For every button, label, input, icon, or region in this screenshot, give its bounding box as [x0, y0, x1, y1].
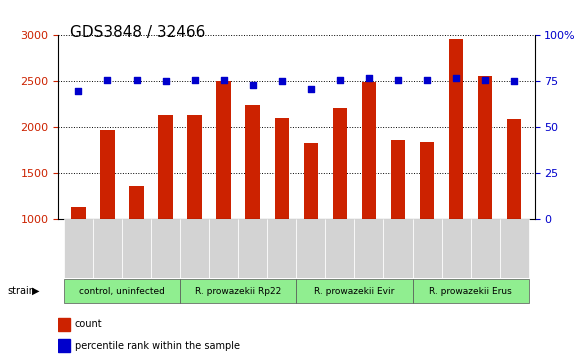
Point: [277, 79, 286, 84]
FancyBboxPatch shape: [325, 219, 354, 278]
Point: [248, 82, 257, 88]
FancyBboxPatch shape: [267, 219, 296, 278]
FancyBboxPatch shape: [238, 219, 267, 278]
FancyBboxPatch shape: [442, 219, 471, 278]
FancyBboxPatch shape: [151, 219, 180, 278]
Point: [480, 77, 490, 82]
Bar: [275, 118, 289, 219]
Point: [161, 79, 170, 84]
Point: [190, 77, 199, 82]
FancyBboxPatch shape: [296, 279, 413, 303]
Bar: [391, 140, 406, 219]
Bar: [130, 186, 144, 219]
Bar: [361, 82, 376, 219]
Bar: [449, 39, 464, 219]
FancyBboxPatch shape: [180, 219, 209, 278]
Text: R. prowazekii Rp22: R. prowazekii Rp22: [195, 287, 281, 296]
Text: ▶: ▶: [32, 286, 40, 296]
Point: [510, 79, 519, 84]
Point: [219, 77, 228, 82]
Point: [306, 86, 315, 92]
FancyBboxPatch shape: [296, 219, 325, 278]
Text: count: count: [75, 319, 102, 329]
Point: [132, 77, 141, 82]
FancyBboxPatch shape: [64, 279, 180, 303]
Point: [335, 77, 345, 82]
FancyBboxPatch shape: [383, 219, 413, 278]
Bar: [507, 119, 522, 219]
FancyBboxPatch shape: [500, 219, 529, 278]
Bar: [158, 115, 173, 219]
Text: control, uninfected: control, uninfected: [79, 287, 165, 296]
Bar: [71, 207, 86, 219]
FancyBboxPatch shape: [93, 219, 122, 278]
Bar: [187, 115, 202, 219]
Bar: [58, 318, 70, 331]
Text: R. prowazekii Erus: R. prowazekii Erus: [429, 287, 512, 296]
FancyBboxPatch shape: [413, 279, 529, 303]
Point: [393, 77, 403, 82]
FancyBboxPatch shape: [122, 219, 151, 278]
Text: GDS3848 / 32466: GDS3848 / 32466: [70, 25, 205, 40]
Text: percentile rank within the sample: percentile rank within the sample: [75, 341, 240, 350]
FancyBboxPatch shape: [413, 219, 442, 278]
Bar: [58, 339, 70, 352]
FancyBboxPatch shape: [354, 219, 383, 278]
Bar: [332, 108, 347, 219]
Bar: [303, 143, 318, 219]
Text: strain: strain: [7, 286, 35, 296]
Bar: [420, 142, 435, 219]
Bar: [245, 105, 260, 219]
FancyBboxPatch shape: [471, 219, 500, 278]
Bar: [478, 76, 493, 219]
Bar: [217, 81, 231, 219]
Point: [103, 77, 112, 82]
Point: [364, 75, 374, 81]
FancyBboxPatch shape: [209, 219, 238, 278]
Point: [451, 75, 461, 81]
Bar: [100, 130, 115, 219]
Point: [74, 88, 83, 93]
FancyBboxPatch shape: [64, 219, 93, 278]
FancyBboxPatch shape: [180, 279, 296, 303]
Text: R. prowazekii Evir: R. prowazekii Evir: [314, 287, 394, 296]
Point: [422, 77, 432, 82]
